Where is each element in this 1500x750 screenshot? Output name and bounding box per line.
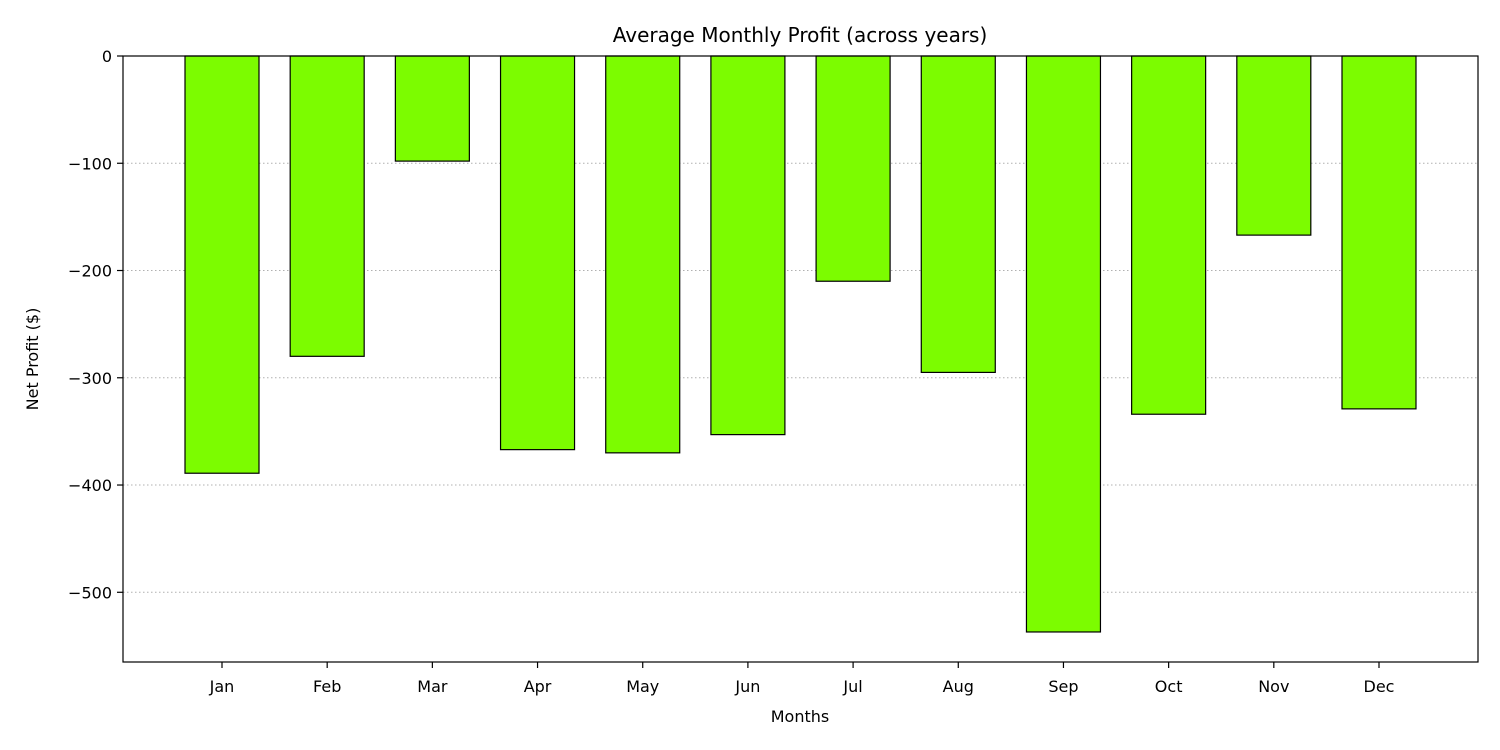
bar-jul: [815, 55, 891, 282]
bars: [184, 55, 1417, 633]
y-tick-label: 0: [102, 47, 112, 66]
plot-frame: [122, 55, 1479, 663]
y-tick-label: −200: [68, 262, 112, 281]
y-axis-title: Net Profit ($): [23, 308, 42, 411]
bar-feb: [289, 55, 365, 357]
x-tick-label: Sep: [1048, 677, 1078, 696]
bar-jun: [710, 55, 786, 436]
x-axis-ticks: Jan Feb Mar Apr May Jun Jul Aug Sep Oct Nov Dec: [209, 662, 1395, 696]
bar-apr: [499, 55, 576, 451]
x-tick-label: Aug: [943, 677, 974, 696]
x-tick-label: Mar: [417, 677, 448, 696]
bar-nov: [1236, 55, 1312, 236]
y-tick-label: −500: [68, 583, 112, 602]
x-tick-label: May: [626, 677, 659, 696]
x-tick-label: Dec: [1364, 677, 1395, 696]
x-tick-label: Feb: [313, 677, 341, 696]
x-tick-label: Jun: [734, 677, 760, 696]
bar-may: [605, 55, 681, 454]
bar-sep: [1025, 55, 1102, 633]
y-tick-label: −300: [68, 369, 112, 388]
y-tick-label: −100: [68, 154, 112, 173]
y-tick-label: −400: [68, 476, 112, 495]
chart-title: Average Monthly Profit (across years): [613, 23, 988, 47]
bar-oct: [1131, 55, 1207, 415]
x-tick-label: Nov: [1258, 677, 1289, 696]
x-tick-label: Jul: [842, 677, 862, 696]
bar-dec: [1341, 55, 1417, 410]
y-axis-ticks: 0 −100 −200 −300 −400 −500: [68, 47, 123, 602]
x-tick-label: Oct: [1155, 677, 1183, 696]
x-axis-title: Months: [771, 707, 829, 726]
bar-jan: [184, 55, 260, 474]
x-tick-label: Apr: [524, 677, 552, 696]
bar-mar: [394, 55, 470, 162]
x-tick-label: Jan: [209, 677, 235, 696]
bar-aug: [920, 55, 996, 374]
